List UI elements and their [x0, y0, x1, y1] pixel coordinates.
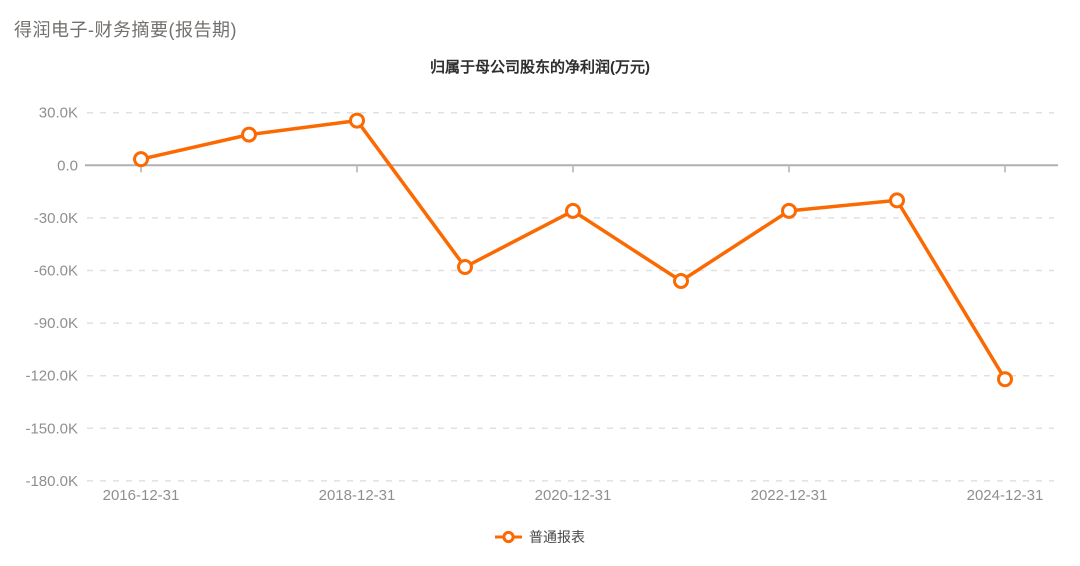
- y-axis-label: -180.0K: [25, 473, 78, 490]
- data-point-marker[interactable]: [565, 202, 581, 219]
- legend-label: 普通报表: [529, 529, 585, 545]
- y-axis-label: -120.0K: [25, 368, 78, 385]
- data-point-marker[interactable]: [349, 112, 365, 129]
- x-axis-label: 2016-12-31: [103, 487, 180, 504]
- page-title: 得润电子-财务摘要(报告期): [14, 20, 237, 40]
- y-axis-label: 0.0: [57, 157, 78, 174]
- legend-item-series[interactable]: 普通报表: [495, 527, 585, 547]
- data-point-marker[interactable]: [457, 258, 473, 275]
- data-point-marker[interactable]: [133, 151, 149, 168]
- data-point-marker[interactable]: [889, 192, 905, 209]
- series-line: [139, 118, 1007, 381]
- y-axis-label: -90.0K: [34, 315, 78, 332]
- x-axis-label: 2018-12-31: [319, 487, 396, 504]
- y-axis-label: -150.0K: [25, 420, 78, 437]
- data-point-marker[interactable]: [673, 273, 689, 290]
- chart-legend: 普通报表: [0, 527, 1080, 547]
- y-axis-label: -30.0K: [34, 210, 78, 227]
- x-axis-label: 2024-12-31: [967, 487, 1044, 504]
- chart-title: 归属于母公司股东的净利润(万元): [430, 59, 650, 76]
- x-axis-label: 2022-12-31: [751, 487, 828, 504]
- data-point-marker[interactable]: [997, 371, 1013, 388]
- x-axis-label: 2020-12-31: [535, 487, 612, 504]
- line-series-legend-icon: [495, 530, 522, 544]
- data-point-marker[interactable]: [241, 126, 257, 143]
- y-axis-label: -60.0K: [34, 263, 78, 280]
- y-axis-label: 30.0K: [39, 105, 78, 122]
- data-point-marker[interactable]: [781, 202, 797, 219]
